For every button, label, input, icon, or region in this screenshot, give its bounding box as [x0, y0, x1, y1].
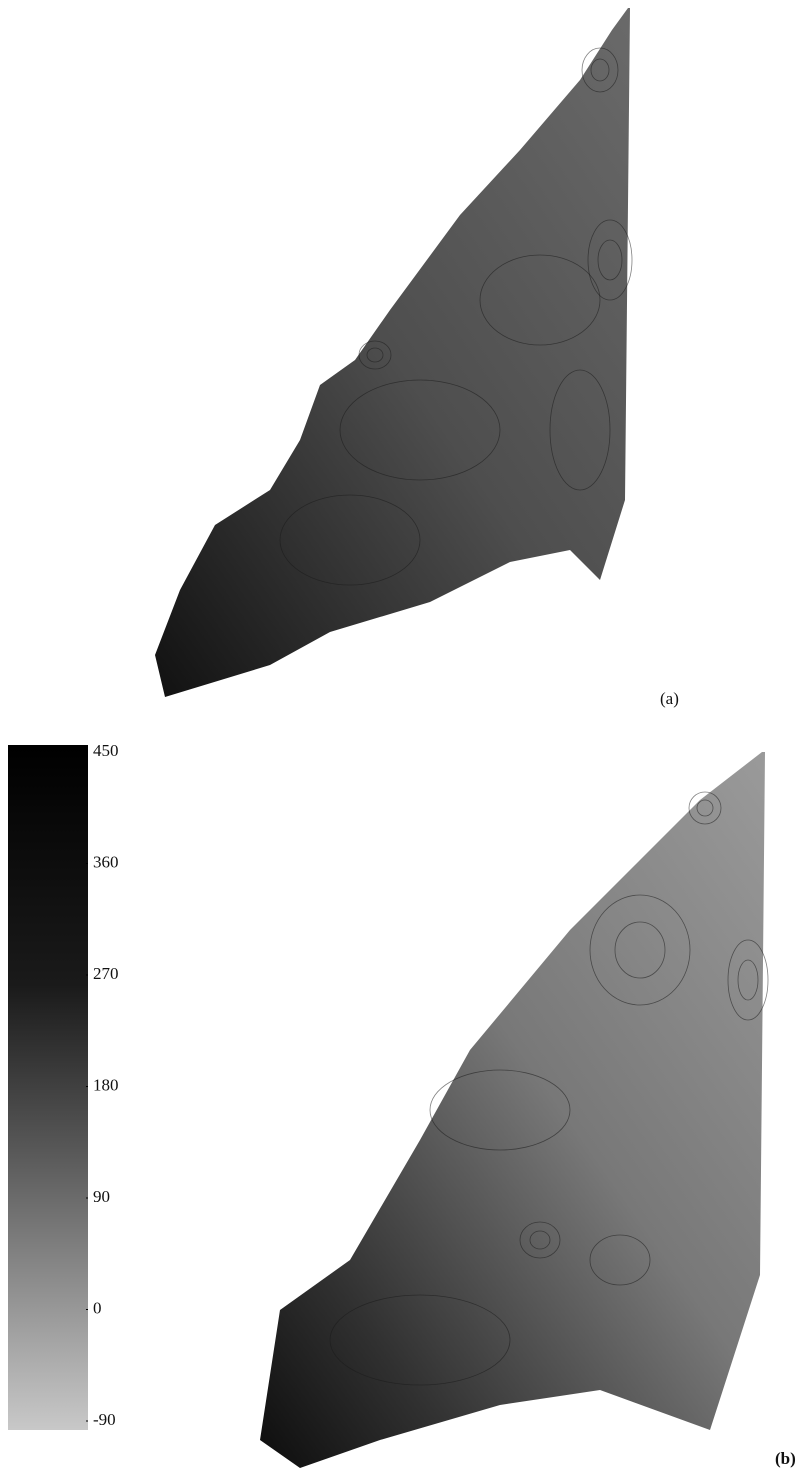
colorbar-gradient: [8, 745, 88, 1430]
tick-label: 90: [93, 1187, 110, 1206]
tick-label: 270: [93, 964, 119, 983]
colorbar: 450 360 270 180 90 0 -90: [8, 741, 119, 1430]
panel-label: (b): [775, 1449, 796, 1468]
map-a: [155, 8, 633, 697]
tick-label: 450: [93, 741, 119, 760]
panel-label: (a): [660, 689, 679, 708]
tick-label: 0: [93, 1298, 102, 1317]
tick-label: -90: [93, 1410, 116, 1429]
tick-label: 360: [93, 852, 119, 871]
map-b: [260, 752, 769, 1468]
tick-label: 180: [93, 1075, 119, 1094]
